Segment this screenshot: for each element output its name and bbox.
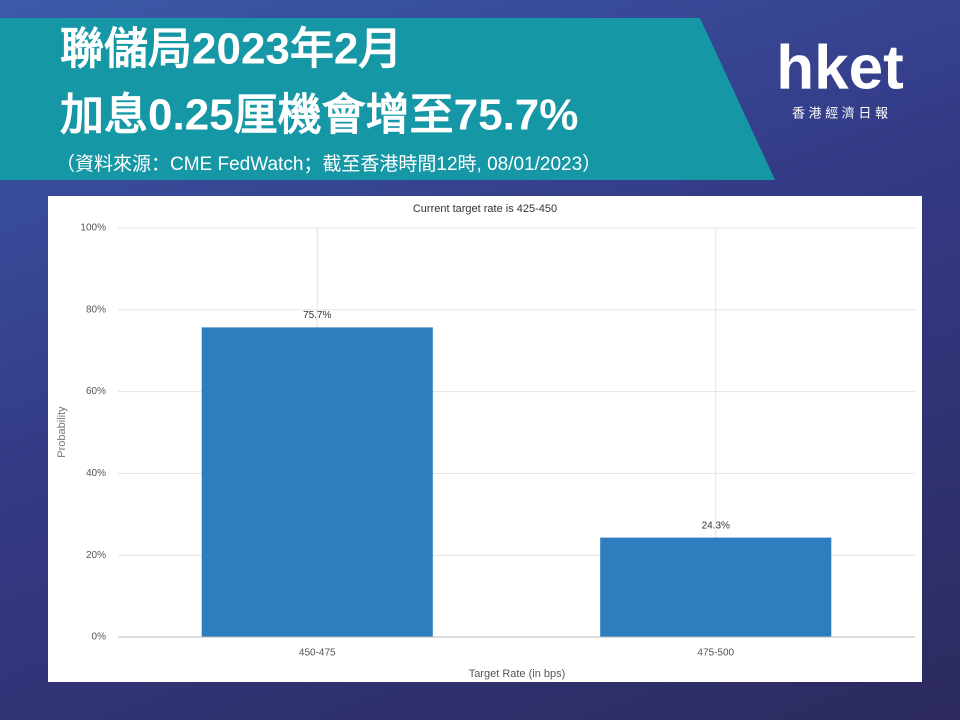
y-tick-label: 20% <box>86 550 106 561</box>
y-tick-label: 40% <box>86 468 106 479</box>
y-axis-title: Probability <box>56 406 68 458</box>
headline: 聯儲局2023年2月 <box>60 25 402 74</box>
chart-title: Current target rate is 425-450 <box>413 203 557 215</box>
headline: 加息0.25厘機會增至75.7% <box>60 91 578 140</box>
data-label: 24.3% <box>702 520 730 531</box>
x-tick-label: 475-500 <box>697 648 734 659</box>
data-label: 75.7% <box>303 310 331 321</box>
y-tick-label: 80% <box>86 304 106 315</box>
logo-tagline: 香 港 經 濟 日 報 <box>792 105 888 120</box>
bar <box>201 327 433 637</box>
y-tick-label: 60% <box>86 386 106 397</box>
bar <box>600 537 832 637</box>
y-tick-label: 100% <box>80 223 106 234</box>
source: （資料來源：CME FedWatch；截至香港時間12時, 08/01/2023… <box>56 153 601 175</box>
x-axis-title: Target Rate (in bps) <box>469 668 566 680</box>
x-tick-label: 450-475 <box>299 648 336 659</box>
logo: hket <box>776 33 903 102</box>
banner <box>0 18 775 180</box>
y-tick-label: 0% <box>92 632 107 643</box>
